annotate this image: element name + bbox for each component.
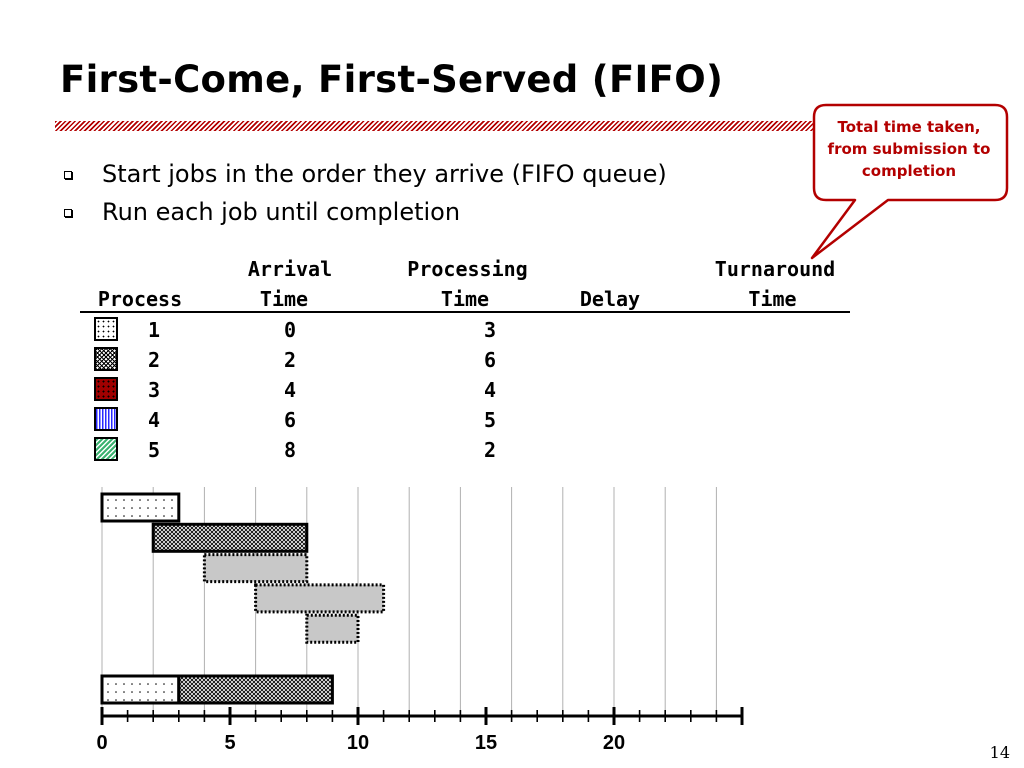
callout-line: from submission to <box>827 140 991 158</box>
gantt-bar <box>100 492 181 523</box>
header-turnaround-line2: Time <box>748 287 797 311</box>
gantt-axis: 0 5 10 15 20 <box>96 707 744 754</box>
gantt-bar <box>254 583 386 614</box>
x-tick-label: 20 <box>603 732 625 754</box>
gantt-bar <box>151 522 309 553</box>
processing-time: 6 <box>483 348 497 372</box>
processing-time: 5 <box>483 408 497 432</box>
header-turnaround-line1: Turnaround <box>714 257 836 281</box>
title-hatched-rule <box>55 121 855 131</box>
arrival-time: 2 <box>283 348 297 372</box>
x-tick-label: 0 <box>96 732 107 754</box>
header-arrival-line2: Time <box>259 287 309 311</box>
square-bullet-icon <box>64 171 72 179</box>
arrival-time: 8 <box>283 438 297 462</box>
process-id: 5 <box>147 438 161 462</box>
bullet-text: Run each job until completion <box>102 198 461 226</box>
header-processing-line2: Time <box>440 287 490 311</box>
gantt-bar <box>177 674 334 705</box>
header-process: Process <box>97 287 183 311</box>
x-tick-label: 5 <box>224 732 235 754</box>
processing-time: 2 <box>483 438 497 462</box>
dots-swatch-icon <box>94 317 118 341</box>
process-id: 3 <box>147 378 161 402</box>
processing-time: 4 <box>483 378 497 402</box>
process-id: 1 <box>147 318 161 342</box>
process-id: 2 <box>147 348 161 372</box>
gantt-bar <box>305 613 360 644</box>
bullet-item: Run each job until completion <box>60 193 667 231</box>
header-delay: Delay <box>579 287 641 311</box>
x-tick-label: 15 <box>475 732 497 754</box>
bullet-text: Start jobs in the order they arrive (FIF… <box>102 160 667 188</box>
blue-stripes-swatch-icon <box>94 407 118 431</box>
gantt-bars <box>100 492 386 705</box>
green-hatch-swatch-icon <box>94 437 118 461</box>
slide-number: 14 <box>989 743 1010 762</box>
arrival-time: 4 <box>283 378 297 402</box>
processing-time: 3 <box>483 318 497 342</box>
crosshatch-swatch-icon <box>94 347 118 371</box>
gantt-bar <box>202 553 309 584</box>
header-processing-line1: Processing <box>407 257 528 281</box>
slide-title: First-Come, First-Served (FIFO) <box>60 58 724 101</box>
callout-text: Total time taken, from submission to com… <box>814 116 1004 182</box>
x-tick-label: 10 <box>347 732 369 754</box>
callout-line: Total time taken, <box>837 118 981 136</box>
gantt-bar <box>100 674 181 705</box>
callout-line: completion <box>861 162 957 180</box>
arrival-time: 6 <box>283 408 297 432</box>
square-bullet-icon <box>64 209 72 217</box>
process-id: 4 <box>147 408 161 432</box>
red-dots-swatch-icon <box>94 377 118 401</box>
bullet-list: Start jobs in the order they arrive (FIF… <box>60 155 667 231</box>
arrival-time: 0 <box>283 318 297 342</box>
header-arrival-line1: Arrival <box>247 257 333 281</box>
bullet-item: Start jobs in the order they arrive (FIF… <box>60 155 667 193</box>
table-header-rule <box>80 311 850 313</box>
